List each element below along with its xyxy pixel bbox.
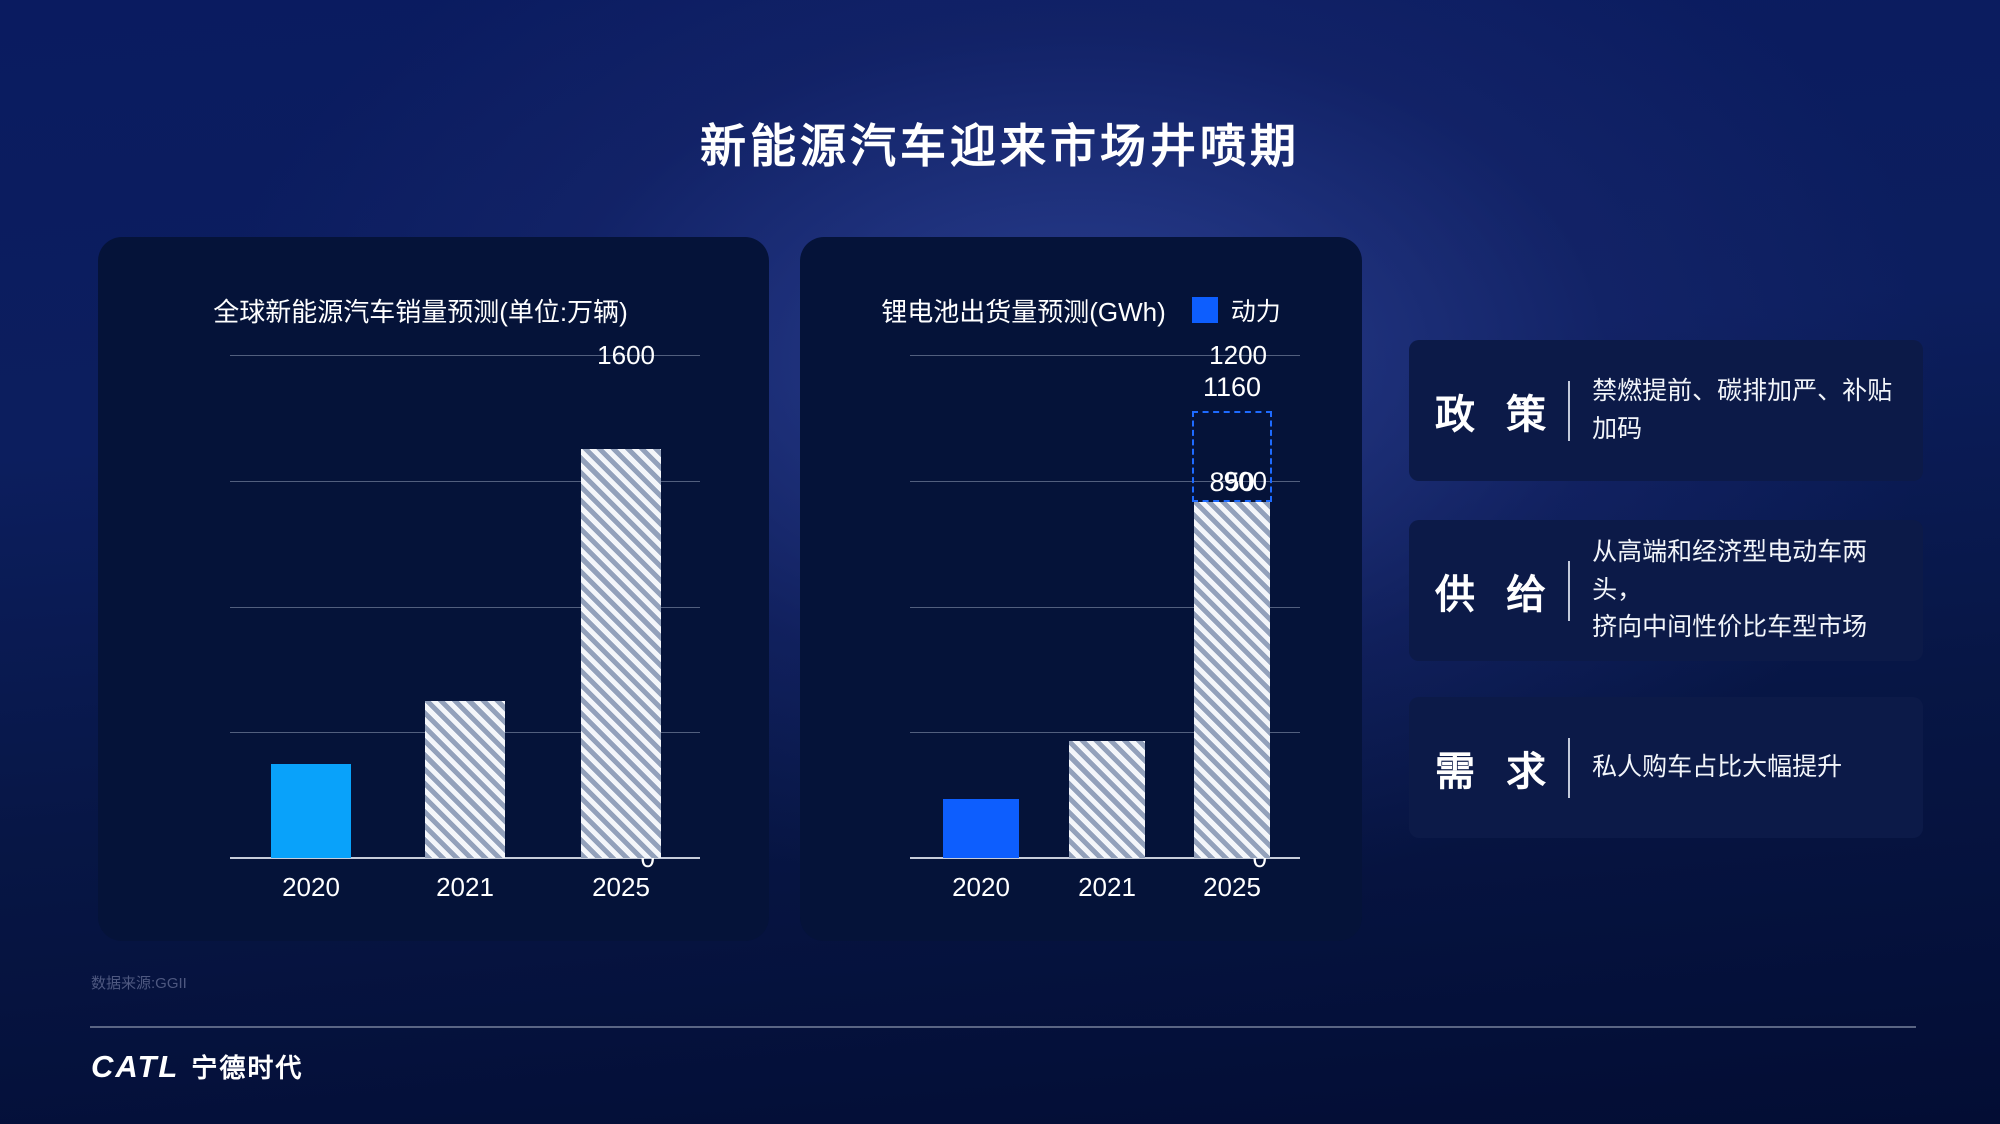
gridline: [230, 355, 700, 356]
bar-2025: [581, 449, 661, 858]
catl-logo-latin: CATL: [91, 1048, 180, 1084]
chart-card-vehicle-sales: 全球新能源汽车销量预测(单位:万辆) 040080012001600202020…: [98, 237, 769, 941]
vertical-divider: [1568, 737, 1571, 798]
gridline: [230, 607, 700, 608]
insight-heading-demand: 需 求: [1435, 749, 1557, 794]
vertical-divider: [1568, 380, 1571, 441]
bar-2021: [425, 701, 505, 858]
insight-desc-demand: 私人购车占比大幅提升: [1592, 752, 1843, 781]
x-tick-label: 2025: [1203, 872, 1261, 902]
legend-swatch: [1191, 297, 1218, 323]
bar-2021: [1069, 741, 1145, 858]
catl-logo-chinese: 宁德时代: [191, 1053, 304, 1083]
y-tick-label: 1600: [597, 340, 655, 370]
x-tick-label: 2025: [592, 872, 650, 902]
data-source-note: 数据来源:GGII: [91, 975, 187, 992]
bar-2025: [1194, 502, 1270, 858]
gridline: [910, 481, 1300, 482]
insight-box-policy: 政 策 禁燃提前、碳排加严、补贴加码: [1409, 340, 1923, 481]
x-tick-label: 2021: [436, 872, 494, 902]
footer-divider-line: [90, 1026, 1916, 1028]
insight-heading-policy: 政 策: [1435, 392, 1557, 437]
bar-2020: [271, 764, 351, 858]
gridline: [910, 732, 1300, 733]
chart-title-battery-shipments: 锂电池出货量预测(GWh): [881, 296, 1166, 327]
vehicle-sales-plot: 040080012001600202020212025: [98, 237, 769, 941]
bar-value-label: 850: [1209, 467, 1255, 497]
x-tick-label: 2020: [952, 872, 1010, 902]
chart-card-battery-shipments: 锂电池出货量预测(GWh) 动力 03006009001200202020212…: [800, 237, 1362, 941]
x-axis-line: [910, 857, 1300, 859]
bar-2020: [943, 799, 1019, 858]
insight-desc-policy: 禁燃提前、碳排加严、补贴加码: [1592, 377, 1893, 443]
page-title: 新能源汽车迎来市场井喷期: [700, 120, 1300, 172]
y-tick-label: 900: [1223, 466, 1267, 496]
catl-logo: CATL 宁德时代: [91, 1048, 303, 1085]
x-tick-label: 2020: [282, 872, 340, 902]
battery-shipments-plot: 030060090012002020202120251160850: [800, 237, 1362, 941]
y-tick-label: 1200: [1209, 340, 1267, 370]
gridline: [910, 355, 1300, 356]
x-tick-label: 2021: [1078, 872, 1136, 902]
projection-value-label: 1160: [1202, 372, 1262, 402]
dashed-projection-box: [1192, 411, 1272, 502]
insight-desc-supply: 从高端和经济型电动车两头， 挤向中间性价比车型市场: [1592, 538, 1868, 642]
insight-box-demand: 需 求 私人购车占比大幅提升: [1409, 697, 1923, 838]
chart-title-vehicle-sales: 全球新能源汽车销量预测(单位:万辆): [213, 296, 628, 327]
chart-legend: 动力: [1191, 292, 1281, 328]
x-axis-line: [230, 857, 700, 859]
gridline: [230, 481, 700, 482]
insight-heading-supply: 供 给: [1435, 572, 1557, 617]
legend-label: 动力: [1230, 298, 1281, 326]
insight-box-supply: 供 给 从高端和经济型电动车两头， 挤向中间性价比车型市场: [1409, 520, 1923, 661]
gridline: [910, 607, 1300, 608]
vertical-divider: [1568, 560, 1571, 621]
